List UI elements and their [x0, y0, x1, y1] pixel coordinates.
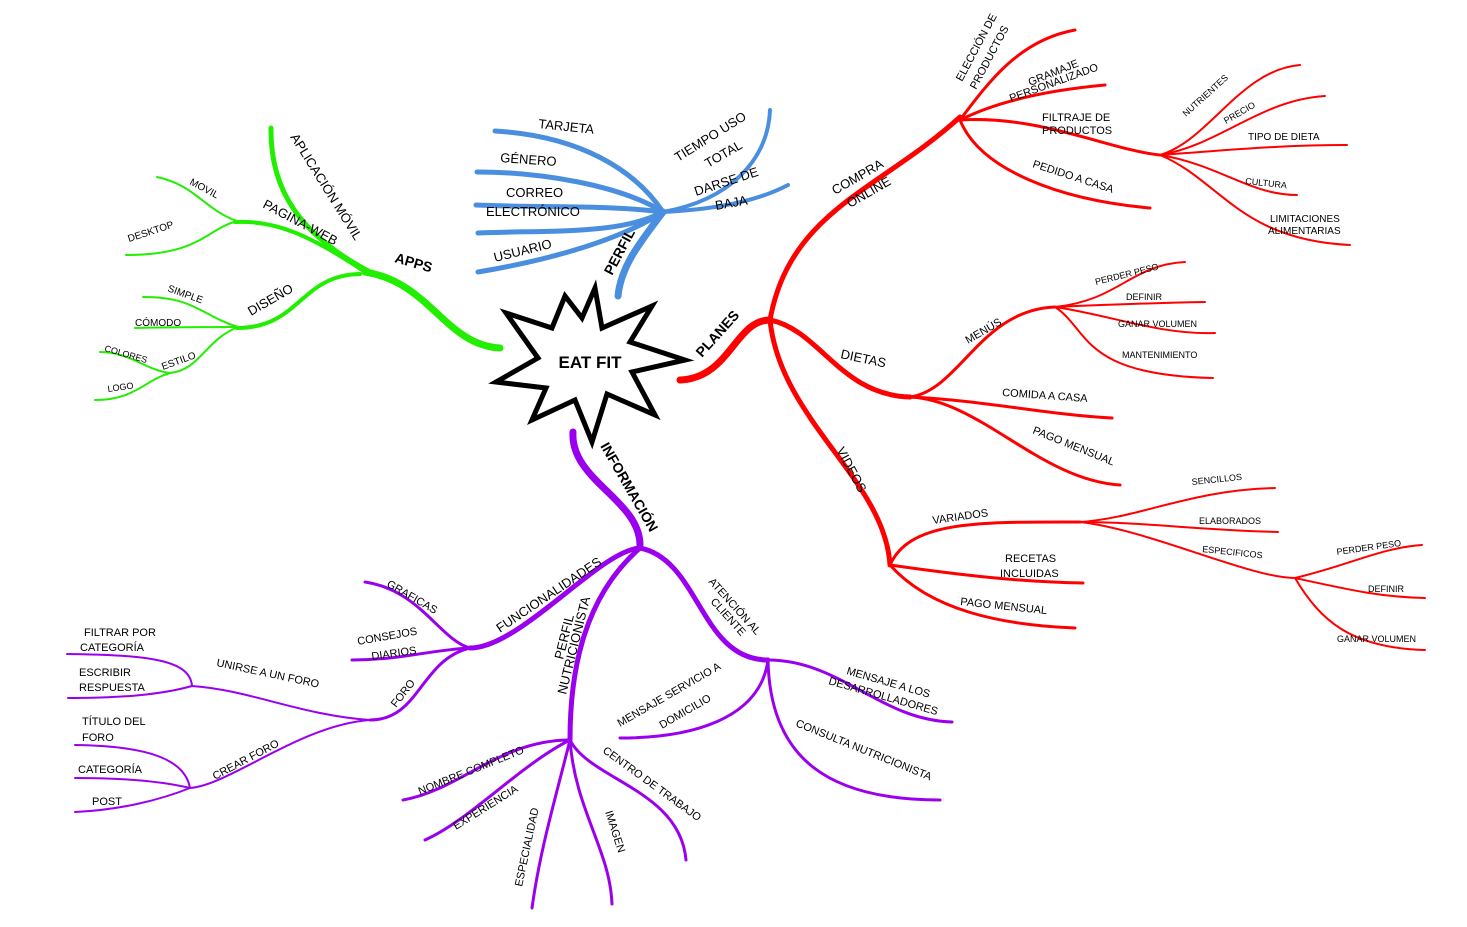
definir-label: DEFINIR [1126, 292, 1163, 302]
filtrar-label-1: FILTRAR POR [84, 627, 156, 639]
desktop-label: DESKTOP [127, 220, 176, 245]
graficas-label: GRAFICAS [385, 578, 440, 617]
ganar-volumen-2-label: GANAR VOLUMEN [1337, 634, 1416, 644]
darse-label-1: DARSE DE [692, 164, 760, 199]
center-star [488, 279, 695, 450]
consejos-label-2: DIARIOS [371, 645, 417, 663]
escribir-label-2: RESPUESTA [79, 682, 145, 694]
filtraje-label-1: FILTRAJE DE [1042, 112, 1110, 124]
limitaciones-label-1: LIMITACIONES [1270, 214, 1340, 225]
planes-label: PLANES [692, 307, 742, 360]
planes-labels: PLANES COMPRA ONLINE ELECCIÓN DE PRODUCT… [692, 11, 1416, 644]
comida-casa-label: COMIDA A CASA [1002, 387, 1089, 405]
pedido-label: PEDIDO A CASA [1031, 158, 1116, 196]
genero-label: GÉNERO [500, 150, 557, 169]
experiencia-label: EXPERIENCIA [451, 783, 521, 833]
tipo-dieta-label: TIPO DE DIETA [1248, 132, 1320, 143]
movil-label: MOVIL [188, 177, 221, 202]
ganar-volumen-label: GANAR VOLUMEN [1118, 319, 1197, 329]
informacion-labels: INFORMACIÓN FUNCIONALIDADES GRAFICAS CON… [78, 439, 939, 888]
darse-label-2: BAJA [714, 192, 749, 212]
recetas-label-2: INCLUIDAS [1000, 568, 1059, 580]
perder-peso-2-label: PERDER PESO [1336, 538, 1402, 557]
elaborados-label: ELABORADOS [1199, 516, 1261, 526]
titulo-label-1: TÍTULO DEL [82, 715, 146, 728]
perder-peso-label: PERDER PESO [1094, 262, 1160, 287]
apps-labels: APPS APLICACIÓN MÓVIL PAGINA-WEB MOVIL D… [103, 131, 434, 394]
nutrientes-label: NUTRIENTES [1181, 73, 1230, 119]
center-label: EAT FIT [559, 353, 623, 372]
escribir-label-1: ESCRIBIR [79, 667, 131, 679]
apps-branch [94, 125, 504, 401]
apps-label: APPS [393, 250, 434, 276]
correo-label-1: CORREO [506, 185, 563, 200]
center-node: EAT FIT [488, 279, 695, 450]
filtraje-label-2: PRODUCTOS [1042, 125, 1112, 137]
mantenimiento-label: MANTENIMIENTO [1122, 350, 1197, 360]
pagina-web-label: PAGINA-WEB [261, 196, 341, 248]
consejos-label-1: CONSEJOS [356, 626, 418, 648]
definir-2-label: DEFINIR [1368, 584, 1405, 594]
estilo-label: ESTILO [160, 350, 197, 373]
precio-label: PRECIO [1222, 100, 1257, 126]
perfil-branch [473, 108, 790, 300]
correo-label-2: ELECTRÓNICO [486, 204, 580, 219]
planes-branch [676, 28, 1426, 651]
centro-trabajo-label: CENTRO DE TRABAJO [600, 745, 703, 825]
unirse-label: UNIRSE A UN FORO [215, 657, 320, 691]
titulo-label-2: FORO [82, 732, 114, 744]
cultura-label: CULTURA [1245, 176, 1288, 190]
categoria-label: CATEGORÍA [78, 763, 143, 776]
filtrar-label-2: CATEGORÍA [80, 641, 145, 654]
videos-label: VIDEOS [833, 444, 869, 495]
pago-mensual-label: PAGO MENSUAL [1031, 425, 1116, 469]
dietas-label: DIETAS [839, 346, 887, 370]
foro-label: FORO [389, 677, 418, 710]
recetas-label-1: RECETAS [1005, 553, 1056, 565]
crear-label: CREAR FORO [211, 737, 282, 782]
limitaciones-label-2: ALIMENTARIAS [1268, 226, 1341, 237]
consulta-nutricionista-label: CONSULTA NUTRICIONISTA [794, 718, 934, 784]
post-label: POST [92, 796, 122, 808]
informacion-branch [66, 428, 954, 910]
logo-label: LOGO [107, 380, 134, 394]
tarjeta-label: TARJETA [538, 116, 595, 137]
imagen-label: IMAGEN [602, 809, 627, 854]
sencillos-label: SENCILLOS [1191, 472, 1242, 487]
comodo-label: CÓMODO [135, 316, 181, 329]
colores-label: COLORES [103, 343, 148, 365]
